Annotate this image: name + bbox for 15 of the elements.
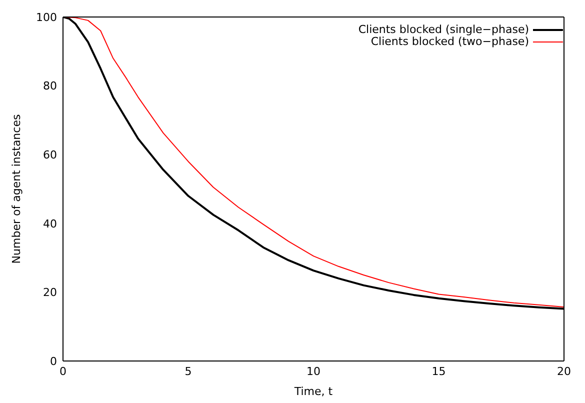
x-tick-label: 10 [306, 364, 320, 378]
x-tick-label: 20 [557, 364, 571, 378]
x-tick-label: 0 [60, 364, 66, 378]
legend-label: Clients blocked (two−phase) [370, 35, 529, 48]
x-axis-title: Time, t [293, 385, 334, 398]
y-tick-label: 20 [43, 286, 57, 300]
legend-label: Clients blocked (single−phase) [358, 23, 529, 36]
x-tick-label: 15 [432, 364, 446, 378]
x-tick-label: 5 [184, 364, 192, 378]
y-tick-label: 80 [43, 80, 57, 93]
y-tick-label: 60 [43, 148, 57, 162]
y-axis-title: Number of agent instances [10, 114, 23, 264]
y-tick-label: 0 [50, 354, 57, 368]
y-tick-label: 40 [43, 217, 57, 230]
y-tick-label: 100 [36, 10, 57, 24]
